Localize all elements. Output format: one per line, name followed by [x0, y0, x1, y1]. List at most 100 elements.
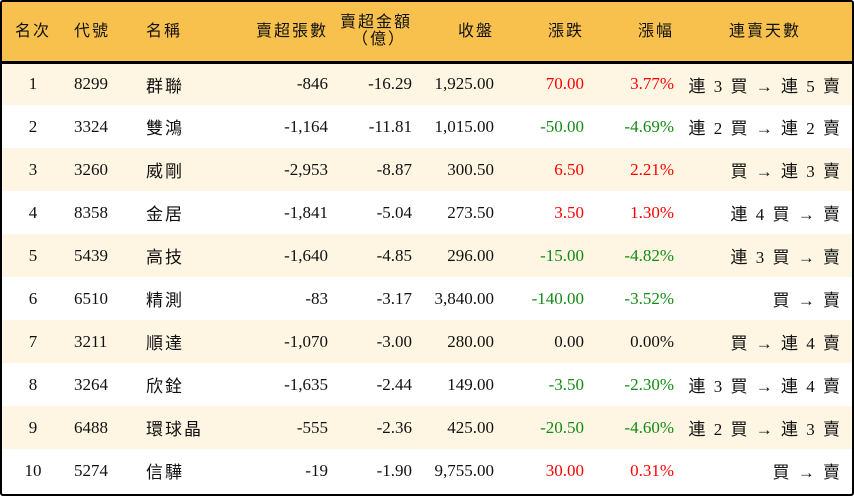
cell-close: 3,840.00 [434, 288, 495, 308]
cell-change: -140.00 [531, 288, 584, 308]
cell-name: 金居 [146, 205, 184, 224]
cell-rank: 4 [28, 202, 38, 222]
cell-name: 雙鴻 [146, 119, 184, 138]
cell-name: 順達 [146, 334, 184, 353]
cell-net-sell: -1,841 [284, 202, 328, 222]
cell-name: 信驊 [146, 463, 184, 482]
cell-code: 8299 [74, 74, 108, 94]
header-streak: 連賣天數 [678, 2, 852, 64]
cell-change: -15.00 [540, 245, 584, 265]
table-row: 4 8358 金居 -1,841 -5.04 273.50 3.50 1.30% 連 4 買 →… [2, 191, 852, 234]
cell-code: 6488 [74, 417, 108, 437]
table-row: 2 3324 雙鴻 -1,164 -11.81 1,015.00 -50.00 -4.69% 連… [2, 105, 852, 148]
header-amount-line2: （億） [351, 31, 406, 49]
table-row: 9 6488 環球晶 -555 -2.36 425.00 -20.50 -4.60% 連 2 買… [2, 406, 852, 449]
cell-amount: -11.81 [368, 116, 412, 136]
cell-amount: -5.04 [376, 202, 412, 222]
cell-change: 30.00 [545, 460, 584, 480]
cell-net-sell: -1,635 [284, 374, 328, 394]
cell-rank: 6 [28, 288, 38, 308]
cell-close: 280.00 [447, 331, 494, 351]
cell-amount: -3.00 [376, 331, 412, 351]
cell-amount: -2.36 [376, 417, 412, 437]
cell-code: 8358 [74, 202, 108, 222]
cell-rank: 5 [28, 245, 38, 265]
cell-net-sell: -555 [296, 417, 328, 437]
cell-change: 3.50 [554, 202, 584, 222]
cell-pct: 1.30% [630, 202, 674, 222]
cell-rank: 7 [28, 331, 38, 351]
table-header: 名次 代號 名稱 賣超張數 賣超金額 （億） 收盤 漲跌 漲幅 連賣天數 [2, 2, 852, 64]
cell-name: 環球晶 [146, 420, 203, 439]
cell-net-sell: -19 [305, 460, 328, 480]
cell-close: 1,925.00 [434, 74, 495, 94]
cell-pct: -4.82% [624, 245, 674, 265]
cell-net-sell: -1,070 [284, 331, 328, 351]
cell-change: 6.50 [554, 159, 584, 179]
cell-name: 群聯 [146, 76, 184, 96]
cell-net-sell: -1,164 [284, 116, 328, 136]
cell-code: 5274 [74, 460, 108, 480]
cell-streak: 連 3 買 → 連 5 賣 [688, 76, 842, 96]
cell-streak: 買 → 賣 [772, 291, 842, 310]
cell-code: 6510 [74, 288, 108, 308]
cell-code: 3324 [74, 116, 108, 136]
table-row: 7 3211 順達 -1,070 -3.00 280.00 0.00 0.00% 買 → 連 4… [2, 320, 852, 363]
cell-streak: 連 2 買 → 連 2 賣 [688, 119, 842, 138]
cell-pct: 0.31% [630, 460, 674, 480]
cell-amount: -4.85 [376, 245, 412, 265]
header-amount-line1: 賣超金額 [339, 14, 412, 32]
cell-net-sell: -846 [296, 74, 328, 94]
cell-code: 3260 [74, 159, 108, 179]
cell-name: 精測 [146, 291, 184, 310]
cell-change: -3.50 [548, 374, 584, 394]
cell-rank: 10 [24, 460, 42, 480]
table-row: 3 3260 威剛 -2,953 -8.87 300.50 6.50 2.21% 買 → 連 3… [2, 148, 852, 191]
cell-rank: 1 [28, 74, 38, 94]
header-rank: 名次 [2, 2, 64, 64]
cell-code: 5439 [74, 245, 108, 265]
cell-code: 3264 [74, 374, 108, 394]
cell-change: 0.00 [554, 331, 584, 351]
cell-name: 威剛 [146, 162, 184, 181]
cell-amount: -16.29 [368, 74, 412, 94]
cell-pct: -2.30% [624, 374, 674, 394]
cell-close: 1,015.00 [434, 116, 495, 136]
cell-streak: 買 → 賣 [772, 463, 842, 482]
cell-streak: 買 → 連 3 賣 [730, 162, 842, 181]
header-change: 漲跌 [498, 2, 588, 64]
header-amount: 賣超金額 （億） [332, 2, 416, 64]
cell-change: 70.00 [545, 74, 584, 94]
cell-streak: 連 3 買 → 連 4 賣 [688, 377, 842, 396]
cell-net-sell: -1,640 [284, 245, 328, 265]
cell-pct: 0.00% [630, 331, 674, 351]
cell-pct: -3.52% [624, 288, 674, 308]
header-close: 收盤 [416, 2, 498, 64]
cell-close: 149.00 [447, 374, 494, 394]
cell-name: 高技 [146, 248, 184, 267]
cell-amount: -8.87 [376, 159, 412, 179]
cell-change: -50.00 [540, 116, 584, 136]
header-net-sell: 賣超張數 [224, 2, 332, 64]
cell-amount: -3.17 [376, 288, 412, 308]
cell-streak: 連 3 買 → 賣 [730, 248, 842, 267]
cell-pct: -4.69% [624, 116, 674, 136]
cell-rank: 2 [28, 116, 38, 136]
header-code: 代號 [64, 2, 134, 64]
cell-pct: 2.21% [630, 159, 674, 179]
cell-close: 425.00 [447, 417, 494, 437]
cell-pct: 3.77% [630, 74, 674, 94]
table-row: 10 5274 信驊 -19 -1.90 9,755.00 30.00 0.31% 買 → 賣 [2, 449, 852, 492]
cell-pct: -4.60% [624, 417, 674, 437]
table-row: 1 8299 群聯 -846 -16.29 1,925.00 70.00 3.77% 連 3 買… [2, 62, 852, 105]
cell-amount: -2.44 [376, 374, 412, 394]
cell-close: 9,755.00 [434, 460, 495, 480]
cell-change: -20.50 [540, 417, 584, 437]
header-name: 名稱 [134, 2, 224, 64]
cell-net-sell: -2,953 [284, 159, 328, 179]
cell-close: 300.50 [447, 159, 494, 179]
table-row: 6 6510 精測 -83 -3.17 3,840.00 -140.00 -3.52% 買 → … [2, 277, 852, 320]
cell-rank: 3 [28, 159, 38, 179]
header-pct: 漲幅 [588, 2, 678, 64]
cell-rank: 9 [28, 417, 38, 437]
